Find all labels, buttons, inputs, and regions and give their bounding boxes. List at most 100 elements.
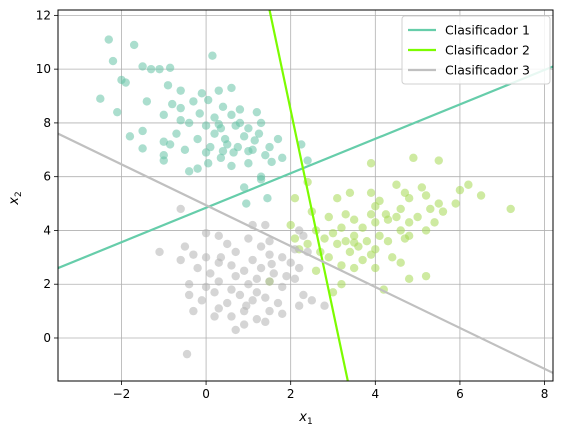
- scatter-point-cluster-2: [434, 156, 443, 165]
- scatter-point-cluster-1: [195, 109, 204, 118]
- scatter-point-cluster-2: [341, 237, 350, 246]
- scatter-point-cluster-1: [197, 89, 207, 98]
- scatter-point-cluster-2: [328, 288, 338, 297]
- scatter-point-cluster-3: [180, 242, 190, 251]
- scatter-point-cluster-2: [358, 223, 367, 232]
- scatter-point-cluster-3: [239, 320, 249, 329]
- y-tick-label: 6: [43, 170, 51, 184]
- scatter-point-cluster-2: [349, 263, 359, 273]
- y-tick-label: 8: [43, 116, 51, 130]
- scatter-point-cluster-2: [404, 218, 414, 227]
- scatter-point-cluster-1: [104, 35, 113, 44]
- scatter-point-cluster-2: [328, 228, 338, 238]
- scatter-point-cluster-1: [129, 40, 139, 50]
- scatter-point-cluster-2: [337, 261, 346, 270]
- scatter-point-cluster-2: [371, 202, 380, 211]
- scatter-point-cluster-1: [125, 132, 135, 141]
- scatter-point-cluster-1: [203, 159, 213, 168]
- x-tick-label: 4: [371, 387, 379, 401]
- x-tick-label: 2: [287, 387, 295, 401]
- scatter-point-cluster-2: [333, 193, 342, 203]
- scatter-point-cluster-3: [201, 228, 211, 238]
- scatter-point-cluster-3: [201, 253, 211, 262]
- scatter-point-cluster-3: [265, 237, 274, 246]
- y-axis-label: x2: [7, 191, 24, 205]
- classifier-line-2: [268, 10, 349, 381]
- scatter-point-cluster-3: [265, 250, 274, 259]
- y-tick-label: 4: [43, 223, 51, 237]
- scatter-point-cluster-1: [189, 97, 198, 106]
- scatter-point-cluster-2: [413, 212, 422, 222]
- scatter-point-cluster-2: [366, 188, 376, 198]
- scatter-point-cluster-3: [189, 250, 198, 259]
- scatter-point-cluster-3: [184, 290, 194, 300]
- scatter-point-cluster-3: [261, 220, 270, 230]
- scatter-point-cluster-1: [184, 118, 194, 128]
- scatter-point-cluster-1: [273, 134, 283, 144]
- scatter-point-cluster-1: [168, 99, 177, 109]
- scatter-point-cluster-2: [392, 212, 401, 222]
- scatter-point-cluster-2: [337, 223, 346, 232]
- plot-frame: [57, 9, 554, 382]
- scatter-point-cluster-3: [210, 312, 219, 321]
- scatter-point-cluster-3: [176, 204, 185, 214]
- scatter-point-cluster-3: [256, 242, 266, 251]
- scatter-point-cluster-1: [138, 144, 147, 153]
- scatter-point-cluster-3: [286, 258, 295, 267]
- scatter-point-cluster-3: [252, 288, 262, 297]
- scatter-point-cluster-2: [345, 188, 355, 198]
- scatter-point-cluster-3: [227, 285, 236, 294]
- scatter-point-cluster-3: [197, 296, 207, 305]
- scatter-point-cluster-3: [290, 274, 300, 284]
- scatter-point-cluster-3: [267, 259, 276, 269]
- scatter-point-cluster-1: [210, 129, 219, 138]
- scatter-point-cluster-1: [176, 103, 185, 113]
- scatter-point-cluster-2: [375, 231, 384, 241]
- scatter-point-cluster-3: [278, 309, 287, 318]
- scatter-point-cluster-3: [244, 280, 253, 289]
- scatter-point-cluster-1: [113, 107, 122, 117]
- scatter-point-cluster-3: [299, 231, 308, 241]
- y-tick-label: 12: [36, 8, 51, 22]
- scatter-point-cluster-1: [184, 167, 194, 176]
- scatter-point-cluster-1: [235, 118, 245, 128]
- scatter-point-cluster-1: [244, 159, 253, 168]
- scatter-point-cluster-1: [242, 199, 251, 208]
- y-tick-label: 2: [43, 277, 51, 291]
- scatter-point-cluster-1: [163, 81, 173, 90]
- scatter-point-cluster-2: [371, 218, 380, 227]
- classifier-lines: [58, 10, 553, 381]
- scatter-point-cluster-1: [193, 164, 202, 173]
- scatter-point-cluster-3: [248, 296, 257, 305]
- scatter-point-cluster-3: [294, 301, 304, 310]
- scatter-point-cluster-2: [324, 212, 333, 222]
- scatter-point-cluster-3: [214, 277, 223, 286]
- scatter-point-cluster-2: [396, 226, 405, 235]
- scatter-point-cluster-1: [244, 124, 253, 133]
- x-axis-label-subscript: 1: [307, 417, 313, 427]
- scatter-point-cluster-2: [303, 239, 312, 249]
- scatter-point-cluster-3: [231, 271, 240, 281]
- scatter-point-cluster-2: [388, 253, 397, 262]
- scatter-point-cluster-1: [256, 118, 266, 128]
- x-tick-label: 6: [456, 387, 464, 401]
- scatter-point-cluster-2: [409, 153, 418, 163]
- scatter-point-cluster-3: [265, 277, 274, 286]
- scatter-point-cluster-3: [210, 288, 219, 297]
- scatter-point-cluster-1: [201, 148, 211, 157]
- scatter-point-cluster-1: [235, 105, 245, 114]
- scatter-point-cluster-1: [218, 102, 228, 111]
- scatter-point-cluster-1: [250, 136, 259, 145]
- scatter-point-cluster-2: [476, 191, 486, 200]
- scatter-point-cluster-1: [216, 153, 226, 163]
- scatter-point-cluster-1: [267, 157, 276, 167]
- scatter-point-cluster-1: [155, 64, 164, 74]
- scatter-point-cluster-3: [214, 304, 223, 313]
- scatter-point-cluster-3: [294, 263, 304, 273]
- legend-entry-3: Clasificador 3: [445, 63, 530, 78]
- scatter-point-cluster-1: [201, 121, 211, 130]
- scatter-point-cluster-3: [252, 274, 262, 284]
- scatter-point-cluster-3: [176, 255, 185, 265]
- scatter-point-cluster-2: [320, 234, 329, 243]
